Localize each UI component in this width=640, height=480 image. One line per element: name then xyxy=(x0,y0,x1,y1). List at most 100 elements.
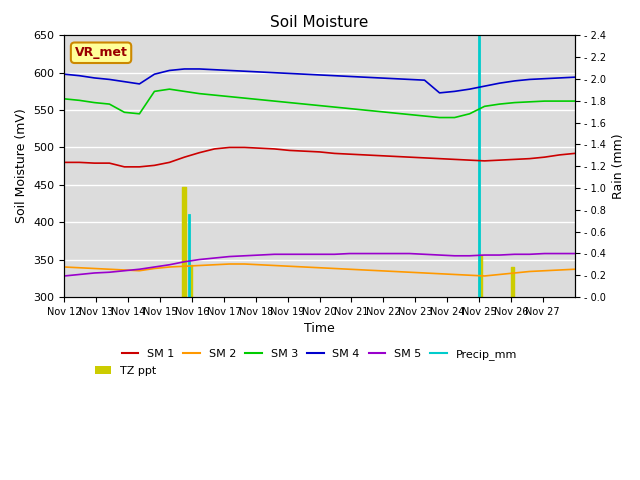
SM 4 xyxy=(466,86,474,92)
SM 3 xyxy=(481,104,488,109)
SM 5 xyxy=(346,251,353,256)
SM 1 xyxy=(496,157,504,163)
SM 4 xyxy=(420,77,428,83)
SM 1 xyxy=(316,149,323,155)
SM 5 xyxy=(241,253,248,259)
SM 4 xyxy=(271,70,278,75)
SM 2 xyxy=(525,269,533,275)
SM 3 xyxy=(255,97,263,103)
SM 2 xyxy=(271,263,278,268)
SM 5 xyxy=(436,252,444,258)
SM 5 xyxy=(180,259,188,264)
SM 2 xyxy=(511,270,518,276)
SM 4 xyxy=(361,74,369,80)
SM 3 xyxy=(390,110,398,116)
SM 5 xyxy=(91,270,99,276)
SM 2 xyxy=(285,264,293,269)
SM 2 xyxy=(556,267,563,273)
SM 4 xyxy=(436,90,444,96)
SM 3 xyxy=(541,98,548,104)
SM 3 xyxy=(420,113,428,119)
SM 2 xyxy=(120,267,128,273)
SM 5 xyxy=(106,269,113,275)
SM 5 xyxy=(496,252,504,258)
SM 3 xyxy=(316,103,323,108)
SM 4 xyxy=(285,71,293,76)
SM 1 xyxy=(91,160,99,166)
SM 5 xyxy=(481,252,488,258)
SM 1 xyxy=(136,164,143,170)
SM 3 xyxy=(120,109,128,115)
Line: SM 4: SM 4 xyxy=(65,69,575,93)
SM 4 xyxy=(556,75,563,81)
SM 3 xyxy=(496,101,504,107)
SM 4 xyxy=(511,78,518,84)
SM 4 xyxy=(255,69,263,75)
SM 4 xyxy=(390,76,398,82)
SM 3 xyxy=(76,97,83,103)
Y-axis label: Soil Moisture (mV): Soil Moisture (mV) xyxy=(15,109,28,224)
SM 4 xyxy=(120,79,128,84)
SM 2 xyxy=(451,272,458,277)
SM 4 xyxy=(301,72,308,77)
SM 2 xyxy=(571,266,579,272)
SM 1 xyxy=(301,148,308,154)
SM 4 xyxy=(226,68,234,73)
SM 1 xyxy=(511,156,518,162)
SM 4 xyxy=(106,76,113,82)
SM 1 xyxy=(180,154,188,160)
SM 1 xyxy=(285,147,293,153)
SM 5 xyxy=(541,251,548,256)
SM 1 xyxy=(241,144,248,150)
SM 1 xyxy=(331,151,339,156)
Y-axis label: Rain (mm): Rain (mm) xyxy=(612,133,625,199)
SM 1 xyxy=(150,163,158,168)
SM 4 xyxy=(91,75,99,81)
Line: SM 2: SM 2 xyxy=(65,264,575,276)
SM 1 xyxy=(390,154,398,159)
SM 5 xyxy=(511,252,518,257)
SM 5 xyxy=(390,251,398,256)
SM 1 xyxy=(376,153,383,158)
SM 5 xyxy=(271,252,278,257)
SM 1 xyxy=(420,155,428,161)
SM 5 xyxy=(211,255,218,261)
SM 5 xyxy=(406,251,413,256)
SM 5 xyxy=(376,251,383,256)
SM 3 xyxy=(436,115,444,120)
X-axis label: Time: Time xyxy=(304,322,335,335)
SM 3 xyxy=(511,100,518,106)
SM 5 xyxy=(196,257,204,263)
SM 1 xyxy=(211,146,218,152)
SM 2 xyxy=(255,262,263,268)
SM 4 xyxy=(571,74,579,80)
SM 2 xyxy=(61,264,68,270)
SM 4 xyxy=(180,66,188,72)
SM 3 xyxy=(406,112,413,118)
SM 3 xyxy=(180,88,188,94)
SM 5 xyxy=(556,251,563,256)
SM 1 xyxy=(436,156,444,161)
SM 1 xyxy=(61,159,68,165)
SM 5 xyxy=(76,272,83,277)
SM 1 xyxy=(106,160,113,166)
SM 1 xyxy=(406,154,413,160)
SM 3 xyxy=(196,91,204,96)
SM 2 xyxy=(301,264,308,270)
SM 2 xyxy=(196,263,204,268)
SM 5 xyxy=(316,252,323,257)
SM 2 xyxy=(166,264,173,270)
SM 2 xyxy=(420,270,428,276)
SM 1 xyxy=(541,154,548,160)
SM 2 xyxy=(406,269,413,275)
SM 5 xyxy=(420,252,428,257)
Title: Soil Moisture: Soil Moisture xyxy=(270,15,369,30)
SM 2 xyxy=(541,268,548,274)
SM 4 xyxy=(166,68,173,73)
SM 5 xyxy=(120,268,128,274)
SM 1 xyxy=(451,156,458,162)
SM 3 xyxy=(106,101,113,107)
SM 3 xyxy=(525,99,533,105)
SM 3 xyxy=(376,108,383,114)
SM 2 xyxy=(466,272,474,278)
